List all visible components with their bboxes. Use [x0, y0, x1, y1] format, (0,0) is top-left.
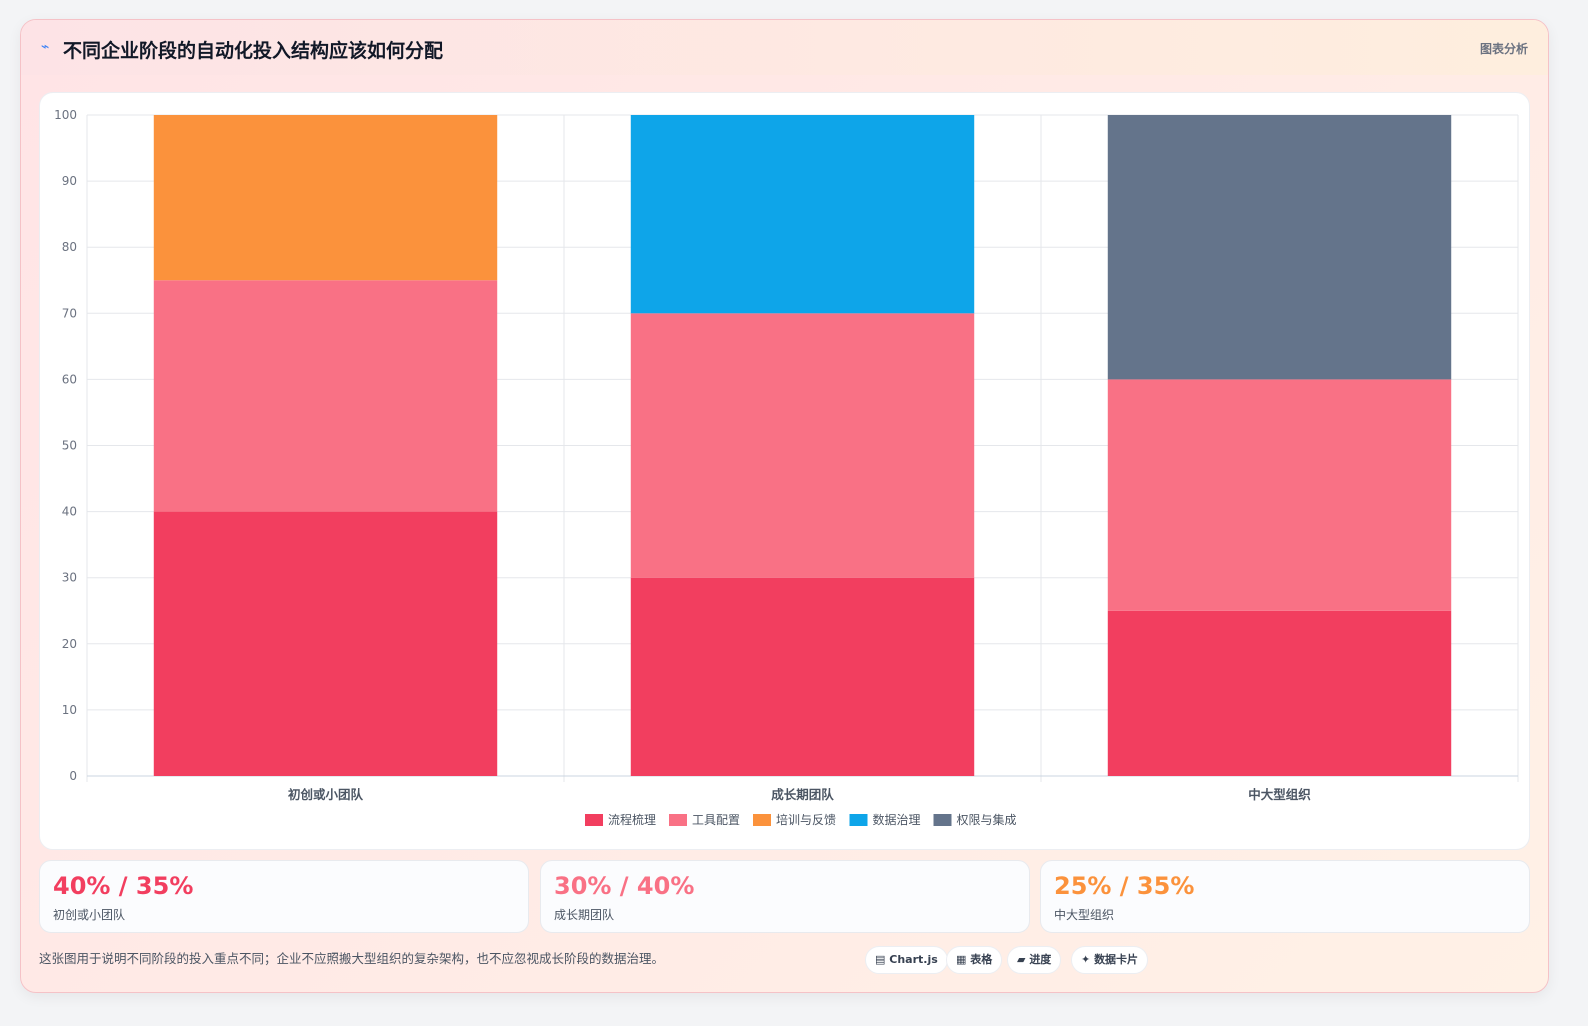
legend-swatch [669, 814, 687, 826]
legend-label: 工具配置 [692, 813, 740, 827]
pill-data-card[interactable]: ✦ 数据卡片 [1071, 946, 1149, 974]
legend-label: 培训与反馈 [776, 812, 836, 827]
y-tick-label: 50 [62, 439, 77, 453]
card-header: ⌁ 不同企业阶段的自动化投入结构应该如何分配 图表分析 [21, 20, 1548, 75]
bar-segment [1107, 115, 1452, 380]
stat-card-enterprise: 25% / 35% 中大型组织 [1040, 860, 1530, 933]
pill-chartjs[interactable]: ▤ Chart.js [865, 946, 948, 974]
stat-value: 30% / 40% [554, 872, 695, 900]
y-tick-label: 10 [62, 703, 77, 717]
stat-label: 初创或小团队 [53, 908, 126, 922]
pill-label: 数据卡片 [1094, 953, 1139, 966]
stat-label: 成长期团队 [554, 908, 615, 922]
pill-label: 表格 [970, 953, 993, 966]
stat-card-growth: 30% / 40% 成长期团队 [540, 860, 1030, 933]
y-tick-label: 80 [62, 240, 77, 254]
x-tick-label: 成长期团队 [771, 787, 834, 802]
stacked-bar-chart: 0 10 20 30 40 50 60 70 80 90 100 初创或小团队 成长期团队 中大型组织流程… [54, 108, 1519, 827]
legend-swatch [933, 814, 952, 826]
bar-segment [630, 115, 975, 314]
y-tick-label: 30 [62, 571, 77, 585]
bar-segment [153, 115, 498, 281]
y-tick-label: 90 [62, 174, 77, 188]
pill-table[interactable]: ▦ 表格 [946, 946, 1003, 974]
legend-swatch [753, 814, 771, 826]
legend-label: 流程梳理 [608, 812, 656, 827]
sparkle-icon: ✦ [1081, 953, 1091, 966]
legend-swatch [849, 814, 868, 826]
y-tick-label: 70 [62, 306, 77, 320]
bar-segment [1107, 610, 1452, 776]
bar-segment [153, 280, 498, 512]
x-tick-label: 初创或小团队 [288, 787, 364, 802]
chart-card: ⌁ 不同企业阶段的自动化投入结构应该如何分配 图表分析 0 10 20 30 40 50 6… [20, 19, 1549, 993]
table-icon: ▦ [956, 953, 967, 966]
pill-label: 进度 [1029, 953, 1052, 966]
header-tag: 图表分析 [1479, 42, 1528, 56]
page-title: 不同企业阶段的自动化投入结构应该如何分配 [63, 40, 444, 62]
pill-progress[interactable]: ▰ 进度 [1007, 946, 1062, 974]
y-tick-label: 0 [69, 769, 77, 783]
bar-segment [630, 313, 975, 578]
footnote: 这张图用于说明不同阶段的投入重点不同；企业不应照搬大型组织的复杂架构，也不应忽视… [39, 951, 665, 966]
legend-label: 权限与集成 [957, 812, 1017, 827]
stat-card-startup: 40% / 35% 初创或小团队 [39, 860, 529, 933]
y-tick-label: 100 [54, 108, 77, 122]
chart-panel: 0 10 20 30 40 50 60 70 80 90 100 初创或小团队 成长期团队 中大型组织流程… [39, 92, 1530, 850]
stat-label: 中大型组织 [1054, 908, 1115, 922]
bar-segment [153, 511, 498, 776]
legend-swatch [585, 814, 603, 826]
y-tick-label: 20 [62, 637, 77, 651]
y-tick-label: 60 [62, 372, 77, 386]
chart-line-icon: ⌁ [41, 39, 50, 55]
legend-label: 数据治理 [873, 812, 921, 827]
stat-value: 25% / 35% [1054, 872, 1195, 900]
progress-icon: ▰ [1017, 953, 1026, 966]
bar-segment [630, 577, 975, 776]
chart-icon: ▤ [875, 953, 886, 966]
y-tick-label: 40 [62, 505, 77, 519]
stat-value: 40% / 35% [53, 872, 194, 900]
bar-segment [1107, 379, 1452, 611]
pill-label: Chart.js [889, 953, 938, 966]
x-tick-label: 中大型组织 [1248, 787, 1311, 802]
